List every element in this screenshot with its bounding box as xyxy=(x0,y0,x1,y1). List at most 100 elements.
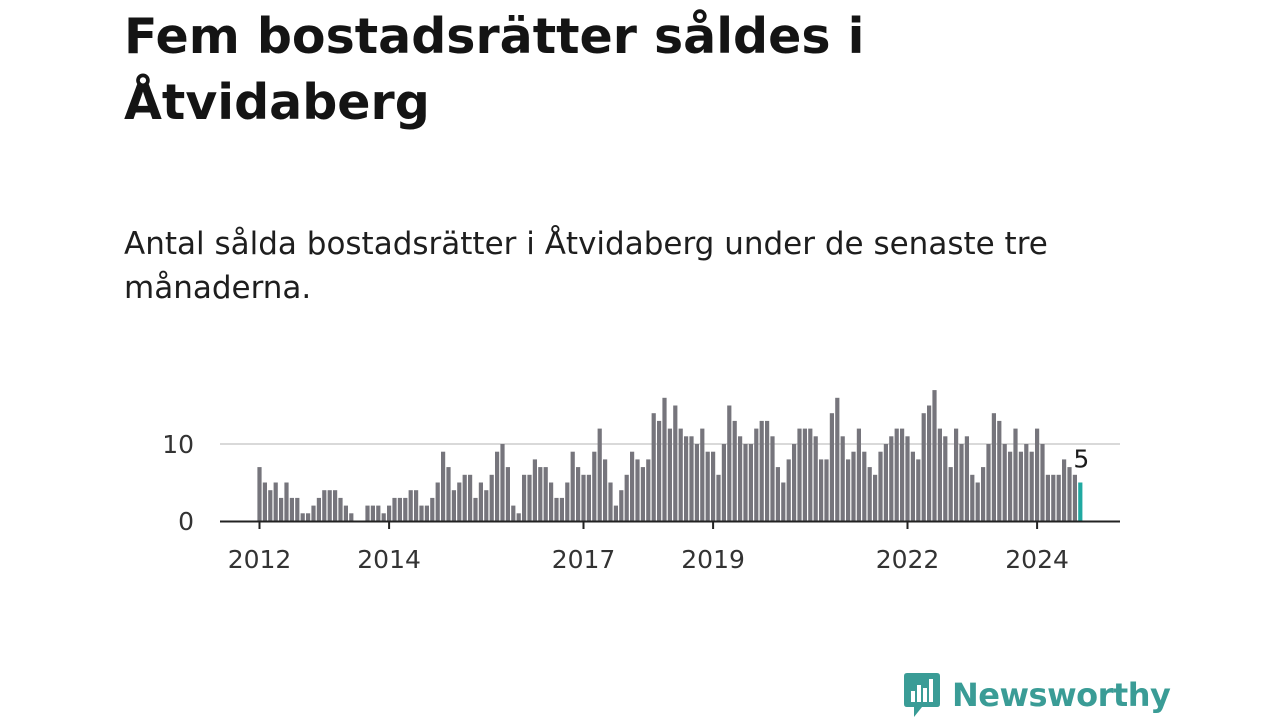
bar xyxy=(673,405,678,521)
bar xyxy=(603,459,608,521)
bar xyxy=(1040,444,1045,521)
bar xyxy=(1024,444,1029,521)
bar xyxy=(651,413,656,521)
bar xyxy=(964,436,969,521)
bar xyxy=(770,436,775,521)
bar xyxy=(813,436,818,521)
bar xyxy=(1035,428,1040,521)
bar xyxy=(559,497,564,521)
bar xyxy=(570,451,575,521)
bar xyxy=(473,497,478,521)
bar xyxy=(705,451,710,521)
bar xyxy=(489,474,494,521)
bar xyxy=(478,482,483,521)
bar xyxy=(1013,428,1018,521)
bar xyxy=(840,436,845,521)
bar xyxy=(295,497,300,521)
bar xyxy=(754,428,759,521)
bar xyxy=(495,451,500,521)
bar xyxy=(748,444,753,521)
bar xyxy=(954,428,959,521)
bar xyxy=(381,513,386,521)
bar xyxy=(883,444,888,521)
bar xyxy=(646,459,651,521)
bar xyxy=(765,420,770,521)
bar xyxy=(532,459,537,521)
bar xyxy=(856,428,861,521)
bar xyxy=(867,467,872,521)
x-tick-label: 2022 xyxy=(876,545,940,574)
bar xyxy=(543,467,548,521)
bar xyxy=(916,459,921,521)
bar xyxy=(921,413,926,521)
bar xyxy=(484,490,489,521)
bar xyxy=(667,428,672,521)
bar xyxy=(910,451,915,521)
bar xyxy=(759,420,764,521)
bar xyxy=(403,497,408,521)
bar xyxy=(419,505,424,521)
bar xyxy=(365,505,370,521)
y-tick-label: 10 xyxy=(162,430,194,459)
bar-highlight xyxy=(1078,482,1083,521)
bar xyxy=(970,474,975,521)
bar xyxy=(527,474,532,521)
bar xyxy=(446,467,451,521)
bar xyxy=(878,451,883,521)
bar xyxy=(316,497,321,521)
bar xyxy=(300,513,305,521)
bar xyxy=(273,482,278,521)
bar xyxy=(716,474,721,521)
bar xyxy=(392,497,397,521)
bar xyxy=(694,444,699,521)
bar xyxy=(684,436,689,521)
bar xyxy=(829,413,834,521)
bar xyxy=(975,482,980,521)
bar xyxy=(700,428,705,521)
bar xyxy=(511,505,516,521)
bar xyxy=(457,482,462,521)
bar xyxy=(376,505,381,521)
bar xyxy=(640,467,645,521)
bar xyxy=(808,428,813,521)
bar xyxy=(462,474,467,521)
bar xyxy=(732,420,737,521)
bar xyxy=(538,467,543,521)
bar xyxy=(387,505,392,521)
bar xyxy=(327,490,332,521)
bar xyxy=(333,490,338,521)
newsworthy-logo: Newsworthy xyxy=(902,670,1171,720)
bar xyxy=(932,390,937,521)
bar xyxy=(408,490,413,521)
chart-subtitle: Antal sålda bostadsrätter i Åtvidaberg u… xyxy=(124,226,1048,306)
bar xyxy=(441,451,446,521)
bar xyxy=(846,459,851,521)
axis-ticks: 0 10 5 2012 2014 2017 2019 2022 2024 xyxy=(162,430,1089,574)
bar xyxy=(279,497,284,521)
bar xyxy=(905,436,910,521)
bar xyxy=(743,444,748,521)
bar xyxy=(986,444,991,521)
bar xyxy=(991,413,996,521)
bar xyxy=(786,459,791,521)
bar xyxy=(678,428,683,521)
bar xyxy=(370,505,375,521)
bar xyxy=(311,505,316,521)
bar xyxy=(630,451,635,521)
bar xyxy=(889,436,894,521)
bar xyxy=(894,428,899,521)
bar xyxy=(1062,459,1067,521)
bar xyxy=(819,459,824,521)
bar xyxy=(1029,451,1034,521)
bar xyxy=(835,397,840,521)
bar xyxy=(619,490,624,521)
bar xyxy=(1018,451,1023,521)
bar xyxy=(851,451,856,521)
bar xyxy=(775,467,780,521)
bar xyxy=(738,436,743,521)
bar xyxy=(624,474,629,521)
bar xyxy=(727,405,732,521)
bar xyxy=(349,513,354,521)
bar xyxy=(802,428,807,521)
